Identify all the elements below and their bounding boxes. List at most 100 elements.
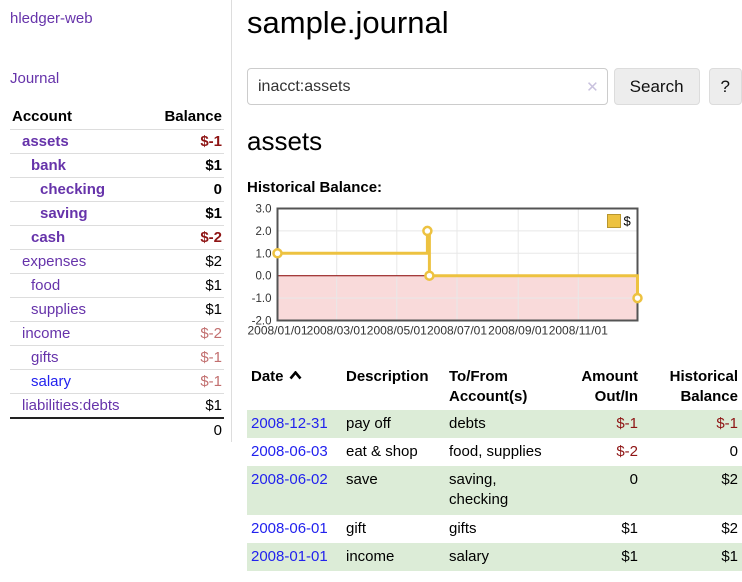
- register-date-link[interactable]: 2008-06-02: [251, 471, 328, 488]
- y-axis-tick-label: 0.0: [256, 271, 272, 283]
- account-name-cell: assets: [10, 129, 148, 154]
- y-axis-tick-label: 3.0: [256, 204, 272, 216]
- account-row: income $-2: [10, 321, 224, 346]
- x-axis-tick-label: 2008/09/01: [488, 324, 548, 338]
- balance-header-line1: Historical: [669, 368, 738, 385]
- register-date-cell: 2008-01-01: [247, 543, 342, 571]
- accounts-total-row: 0: [10, 417, 224, 442]
- account-row: food $1: [10, 273, 224, 298]
- legend-swatch: [607, 214, 621, 228]
- account-link[interactable]: assets: [22, 133, 69, 150]
- account-balance: $-2: [147, 321, 224, 346]
- account-balance: 0: [147, 177, 224, 202]
- account-balance: $1: [147, 153, 224, 178]
- balance-header-line2: Balance: [680, 388, 738, 406]
- account-balance: $1: [147, 297, 224, 322]
- account-link[interactable]: liabilities:debts: [22, 397, 120, 414]
- register-table: Date Description To/From Account(s) Amou…: [247, 365, 742, 571]
- account-link[interactable]: gifts: [31, 349, 59, 366]
- x-axis-tick-label: 2008/11/01: [549, 324, 608, 338]
- data-point-marker: [272, 248, 283, 259]
- account-row: assets $-1: [10, 129, 224, 154]
- account-name-cell: supplies: [10, 297, 148, 322]
- register-row: 2008-01-01 income salary $1 $1: [247, 542, 742, 571]
- historical-balance-chart: 3.0 2.0 1.0 0.0 -1.0 -2.0 2008/01/01 2008/03/01…: [247, 204, 742, 350]
- y-axis-tick-label: 2.0: [256, 226, 272, 238]
- account-row: gifts $-1: [10, 345, 224, 370]
- accounts-header-balance: Balance: [164, 108, 222, 125]
- register-balance: $2: [721, 471, 738, 488]
- clear-search-icon[interactable]: ✕: [586, 78, 599, 96]
- account-link[interactable]: salary: [31, 373, 72, 390]
- account-link[interactable]: expenses: [22, 253, 87, 270]
- accounts-table: Account Balance assets $-1 bank $1 checking 0…: [10, 104, 224, 442]
- account-balance: $-1: [147, 129, 224, 154]
- register-accounts: saving, checking: [449, 471, 509, 509]
- register-header-balance: Historical Balance: [642, 365, 742, 410]
- account-balance: $-1: [147, 369, 224, 394]
- account-name-cell: income: [10, 321, 148, 346]
- register-row: 2008-12-31 pay off debts $-1 $-1: [247, 409, 742, 438]
- account-name-cell: saving: [10, 201, 148, 226]
- date-header-label: Date: [251, 368, 284, 385]
- register-date-cell: 2008-06-03: [247, 438, 342, 466]
- account-link[interactable]: bank: [31, 157, 67, 174]
- account-balance: $1: [147, 393, 224, 418]
- register-date-link[interactable]: 2008-12-31: [251, 414, 328, 432]
- account-row: supplies $1: [10, 297, 224, 322]
- sidebar-item-journal[interactable]: Journal: [10, 70, 60, 87]
- register-balance: 0: [729, 442, 738, 460]
- register-date-link[interactable]: 2008-01-01: [251, 547, 328, 565]
- sort-ascending-icon: [289, 370, 302, 380]
- search-input[interactable]: [247, 68, 608, 105]
- data-point-marker: [632, 292, 643, 304]
- account-link[interactable]: income: [22, 325, 71, 342]
- amount-header-line2: Out/In: [594, 388, 638, 406]
- accounts-header-line2: Account(s): [449, 388, 528, 406]
- accounts-total-value: 0: [147, 417, 224, 442]
- register-description: income: [346, 547, 395, 565]
- register-header-description: Description: [346, 368, 429, 385]
- account-link[interactable]: checking: [40, 181, 106, 198]
- register-description: save: [346, 471, 378, 488]
- register-header-row: Date Description To/From Account(s) Amou…: [247, 365, 742, 410]
- accounts-header-account: Account: [12, 108, 72, 125]
- account-row: expenses $2: [10, 249, 224, 274]
- register-description: eat & shop: [346, 442, 418, 460]
- account-balance: $1: [147, 201, 224, 226]
- search-button[interactable]: Search: [613, 68, 700, 105]
- register-amount: $1: [621, 519, 638, 537]
- amount-header-line1: Amount: [581, 368, 638, 385]
- data-point-marker: [424, 270, 435, 281]
- register-accounts: debts: [449, 414, 486, 432]
- chart-title-label: Historical Balance:: [247, 179, 383, 196]
- account-link[interactable]: food: [31, 277, 61, 294]
- register-amount: $-1: [616, 414, 638, 432]
- account-balance: $2: [147, 249, 224, 274]
- register-description: gift: [346, 519, 367, 537]
- register-accounts: gifts: [449, 519, 477, 537]
- register-row: 2008-06-02 save saving, checking 0 $2: [247, 466, 742, 515]
- y-axis-tick-label: -1.0: [252, 293, 272, 305]
- app-brand-link[interactable]: hledger-web: [10, 10, 93, 27]
- register-date-link[interactable]: 2008-06-03: [251, 442, 328, 460]
- account-name-cell: gifts: [10, 345, 148, 370]
- page-title: sample.journal: [247, 5, 449, 40]
- help-button[interactable]: ?: [708, 68, 742, 105]
- x-axis-tick-label: 2008/07/01: [427, 324, 487, 338]
- spacer: [10, 417, 148, 442]
- account-link[interactable]: supplies: [31, 301, 87, 318]
- account-row: salary $-1: [10, 369, 224, 394]
- register-date-link[interactable]: 2008-06-01: [251, 519, 328, 537]
- account-heading: assets: [247, 126, 323, 156]
- search-input-wrapper: ✕: [247, 68, 608, 105]
- register-balance: $1: [721, 547, 738, 565]
- account-link[interactable]: cash: [31, 229, 66, 246]
- register-accounts: food, supplies: [449, 442, 542, 460]
- register-date-cell: 2008-12-31: [247, 410, 342, 438]
- account-link[interactable]: saving: [40, 205, 88, 222]
- register-header-amount: Amount Out/In: [553, 365, 642, 410]
- accounts-header-row: Account Balance: [10, 104, 224, 130]
- legend-label: $: [624, 214, 632, 229]
